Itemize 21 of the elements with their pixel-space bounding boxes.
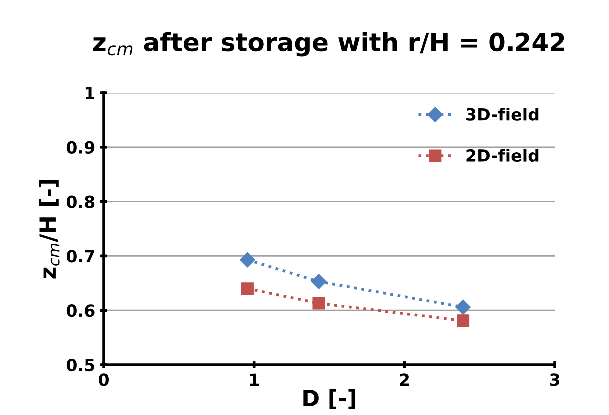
y-tick-label: 0.6	[66, 304, 95, 318]
x-axis-title: D [-]	[304, 389, 356, 410]
point	[311, 274, 327, 290]
point	[241, 282, 254, 296]
x-tick-label: 0	[99, 374, 109, 386]
y-tick-label: 0.8	[66, 196, 95, 208]
point	[240, 252, 256, 268]
point	[457, 314, 470, 328]
x-tick-label: 2	[400, 374, 410, 386]
y-tick-label: 0.9	[66, 141, 95, 154]
y-tick-label: 1	[86, 87, 95, 100]
x-tick-label: 1	[250, 374, 259, 386]
y-tick-label: 0.7	[66, 250, 94, 263]
legend-label: 3D-field	[466, 108, 539, 121]
point	[312, 297, 326, 310]
y-tick-label: 0.5	[66, 358, 95, 372]
chart-title: z$_{cm}$ after storage with r/H = 0.242	[94, 32, 564, 57]
point	[456, 300, 471, 315]
y-axis-title: z$_{cm}$/H [-]	[39, 180, 60, 279]
x-tick-label: 3	[550, 374, 560, 386]
legend-label: 2D-field	[466, 149, 539, 162]
